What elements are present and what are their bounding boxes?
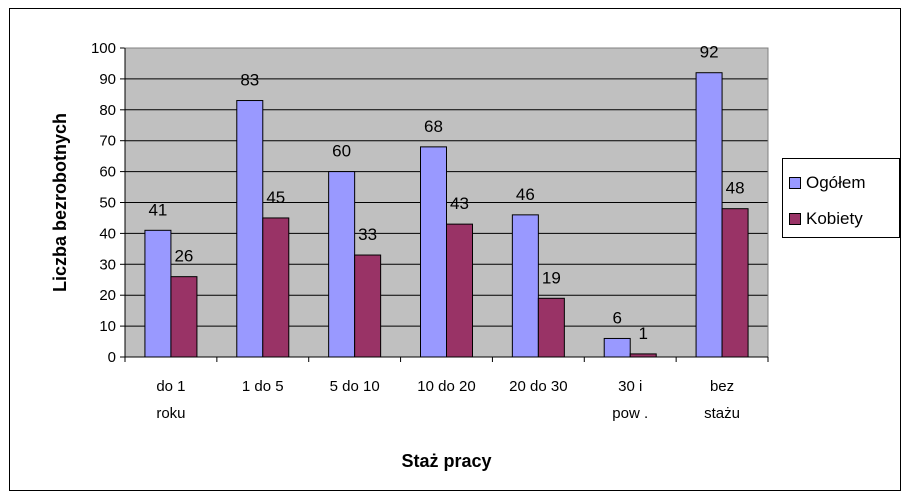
- y-tick-label: 40: [99, 225, 116, 242]
- y-tick-label: 100: [91, 40, 116, 57]
- bar-ogolem: [695, 72, 723, 358]
- data-label-ogolem: 92: [700, 43, 719, 62]
- data-label-kobiety: 19: [542, 268, 561, 287]
- bar-kobiety: [721, 208, 749, 358]
- data-label-kobiety: 43: [450, 194, 469, 213]
- data-label-ogolem: 46: [516, 185, 535, 204]
- data-label-kobiety: 45: [266, 188, 285, 207]
- legend-label-series-1: Ogółem: [806, 173, 866, 192]
- x-tick-label: 10 do 20: [417, 378, 475, 395]
- x-tick-label: stażu: [704, 405, 740, 422]
- bar-ogolem: [144, 229, 172, 358]
- data-label-ogolem: 41: [148, 200, 167, 219]
- bar-ogolem: [236, 100, 264, 358]
- legend-item-series-1: Ogółem: [789, 173, 866, 193]
- y-tick-label: 10: [99, 318, 116, 335]
- bar-kobiety: [354, 254, 382, 358]
- x-tick-label: 1 do 5: [242, 378, 284, 395]
- bar-ogolem: [511, 214, 539, 358]
- data-label-ogolem: 6: [612, 308, 621, 327]
- y-tick-label: 50: [99, 195, 116, 212]
- legend-swatch-series-2: [789, 213, 801, 225]
- legend-label-series-2: Kobiety: [806, 209, 863, 228]
- y-tick-label: 30: [99, 256, 116, 273]
- y-axis-title: Liczba bezrobotnych: [50, 113, 70, 292]
- y-tick-label: 80: [99, 102, 116, 119]
- bar-kobiety: [170, 276, 198, 358]
- y-tick-label: 90: [99, 71, 116, 88]
- data-label-ogolem: 83: [240, 71, 259, 90]
- data-label-kobiety: 48: [726, 179, 745, 198]
- y-tick-label: 60: [99, 164, 116, 181]
- bar-ogolem: [328, 171, 356, 358]
- data-label-ogolem: 68: [424, 117, 443, 136]
- x-tick-label: 30 i: [618, 378, 642, 395]
- x-tick-label: pow .: [612, 405, 648, 422]
- data-label-kobiety: 1: [638, 324, 647, 343]
- bar-ogolem: [420, 146, 447, 358]
- legend-item-series-2: Kobiety: [789, 209, 863, 229]
- bar-kobiety: [446, 223, 473, 358]
- x-tick-label: 20 do 30: [509, 378, 567, 395]
- x-tick-label: roku: [156, 405, 185, 422]
- legend: Ogółem Kobiety: [782, 158, 900, 238]
- data-label-kobiety: 33: [358, 225, 377, 244]
- x-tick-label: do 1: [156, 378, 185, 395]
- y-tick-label: 0: [108, 349, 116, 366]
- bar-ogolem: [603, 337, 631, 358]
- y-tick-label: 70: [99, 133, 116, 150]
- x-tick-label: 5 do 10: [330, 378, 380, 395]
- bar-kobiety: [537, 297, 565, 358]
- y-tick-label: 20: [99, 287, 116, 304]
- legend-swatch-series-1: [789, 177, 801, 189]
- data-label-ogolem: 60: [332, 142, 351, 161]
- x-axis-title: Staż pracy: [401, 451, 491, 471]
- data-label-kobiety: 26: [174, 247, 193, 266]
- bar-kobiety: [262, 217, 290, 358]
- x-tick-label: bez: [710, 378, 734, 395]
